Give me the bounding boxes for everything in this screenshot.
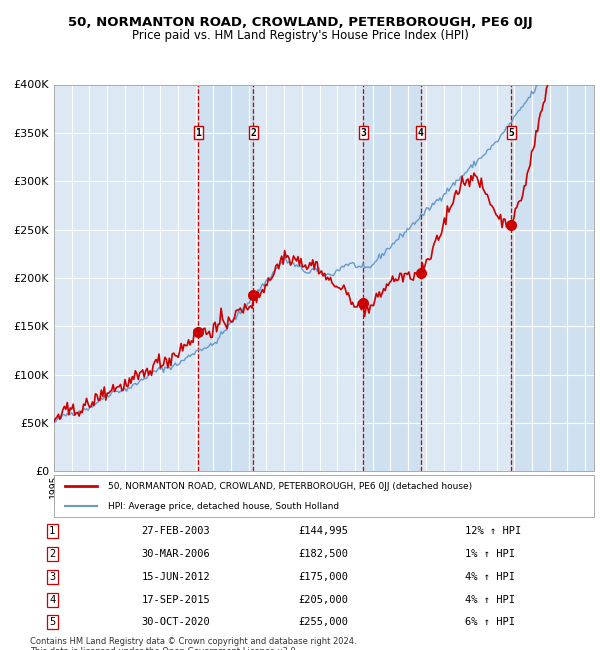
Text: £144,995: £144,995	[298, 526, 348, 536]
Text: Contains HM Land Registry data © Crown copyright and database right 2024.
This d: Contains HM Land Registry data © Crown c…	[30, 637, 356, 650]
Text: 4: 4	[418, 128, 424, 138]
Text: 5: 5	[508, 128, 514, 138]
Text: £182,500: £182,500	[298, 549, 348, 559]
Text: 50, NORMANTON ROAD, CROWLAND, PETERBOROUGH, PE6 0JJ: 50, NORMANTON ROAD, CROWLAND, PETERBOROU…	[68, 16, 532, 29]
Text: 4% ↑ HPI: 4% ↑ HPI	[465, 595, 515, 604]
Text: 30-OCT-2020: 30-OCT-2020	[142, 618, 211, 627]
Text: 1: 1	[196, 128, 202, 138]
Text: £255,000: £255,000	[298, 618, 348, 627]
Text: £205,000: £205,000	[298, 595, 348, 604]
Bar	[363, 84, 421, 471]
Text: 4% ↑ HPI: 4% ↑ HPI	[465, 572, 515, 582]
Text: 17-SEP-2015: 17-SEP-2015	[142, 595, 211, 604]
Text: 5: 5	[49, 618, 55, 627]
Text: 27-FEB-2003: 27-FEB-2003	[142, 526, 211, 536]
FancyBboxPatch shape	[54, 474, 594, 517]
Text: 1% ↑ HPI: 1% ↑ HPI	[465, 549, 515, 559]
Text: HPI: Average price, detached house, South Holland: HPI: Average price, detached house, Sout…	[108, 502, 339, 511]
Text: 4: 4	[49, 595, 55, 604]
Text: 6% ↑ HPI: 6% ↑ HPI	[465, 618, 515, 627]
Bar	[199, 84, 253, 471]
Bar	[511, 84, 594, 471]
Text: £175,000: £175,000	[298, 572, 348, 582]
Text: 1: 1	[49, 526, 55, 536]
Text: 30-MAR-2006: 30-MAR-2006	[142, 549, 211, 559]
Text: 3: 3	[49, 572, 55, 582]
Text: Price paid vs. HM Land Registry's House Price Index (HPI): Price paid vs. HM Land Registry's House …	[131, 29, 469, 42]
Text: 12% ↑ HPI: 12% ↑ HPI	[465, 526, 521, 536]
Text: 50, NORMANTON ROAD, CROWLAND, PETERBOROUGH, PE6 0JJ (detached house): 50, NORMANTON ROAD, CROWLAND, PETERBOROU…	[108, 482, 472, 491]
Text: 3: 3	[360, 128, 366, 138]
Text: 2: 2	[250, 128, 256, 138]
Text: 2: 2	[49, 549, 55, 559]
Text: 15-JUN-2012: 15-JUN-2012	[142, 572, 211, 582]
